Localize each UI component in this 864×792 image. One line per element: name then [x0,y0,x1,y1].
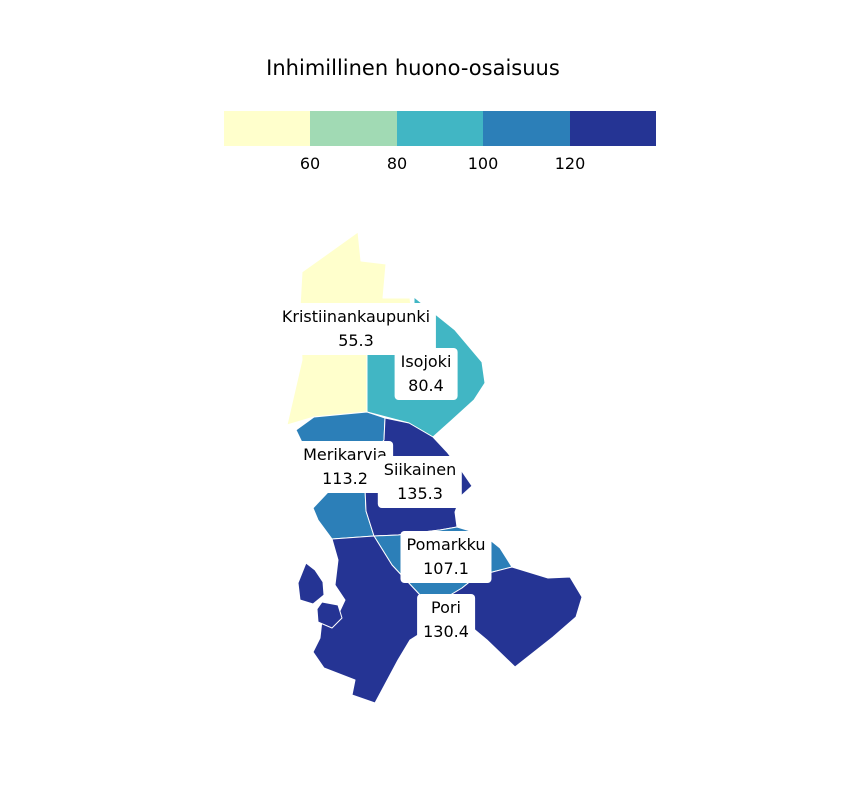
region-pori-island-1 [297,562,325,605]
region-name: Merikarvia [303,445,387,464]
region-name: Pori [431,598,461,617]
legend-tick-60: 60 [299,154,321,173]
legend-title: Inhimillinen huono-osaisuus [266,56,560,80]
legend-tick-80: 80 [386,154,408,173]
region-value: 55.3 [338,331,374,350]
label-pomarkku: Pomarkku 107.1 [400,531,492,583]
region-name: Kristiinankaupunki [281,307,431,326]
region-value: 80.4 [408,376,444,395]
legend-bin-2 [310,111,397,146]
legend-bin-4 [483,111,570,146]
color-legend [224,111,657,146]
legend-tick-100: 100 [467,154,499,173]
region-name: Siikainen [383,460,457,479]
label-kristiinankaupunki: Kristiinankaupunki 55.3 [275,303,437,355]
legend-bin-1 [224,111,311,146]
label-merikarvia: Merikarvia 113.2 [297,441,393,493]
legend-bin-5 [569,111,657,146]
region-name: Isojoki [400,352,452,371]
label-pori: Pori 130.4 [417,594,475,646]
region-pori-island-2 [316,601,343,629]
region-value: 107.1 [423,559,469,578]
label-isojoki: Isojoki 80.4 [394,348,458,400]
label-siikainen: Siikainen 135.3 [377,456,463,508]
region-value: 113.2 [322,469,368,488]
legend-bin-3 [396,111,484,146]
legend-tick-120: 120 [554,154,586,173]
region-value: 135.3 [397,484,443,503]
region-name: Pomarkku [406,535,486,554]
region-value: 130.4 [423,622,469,641]
